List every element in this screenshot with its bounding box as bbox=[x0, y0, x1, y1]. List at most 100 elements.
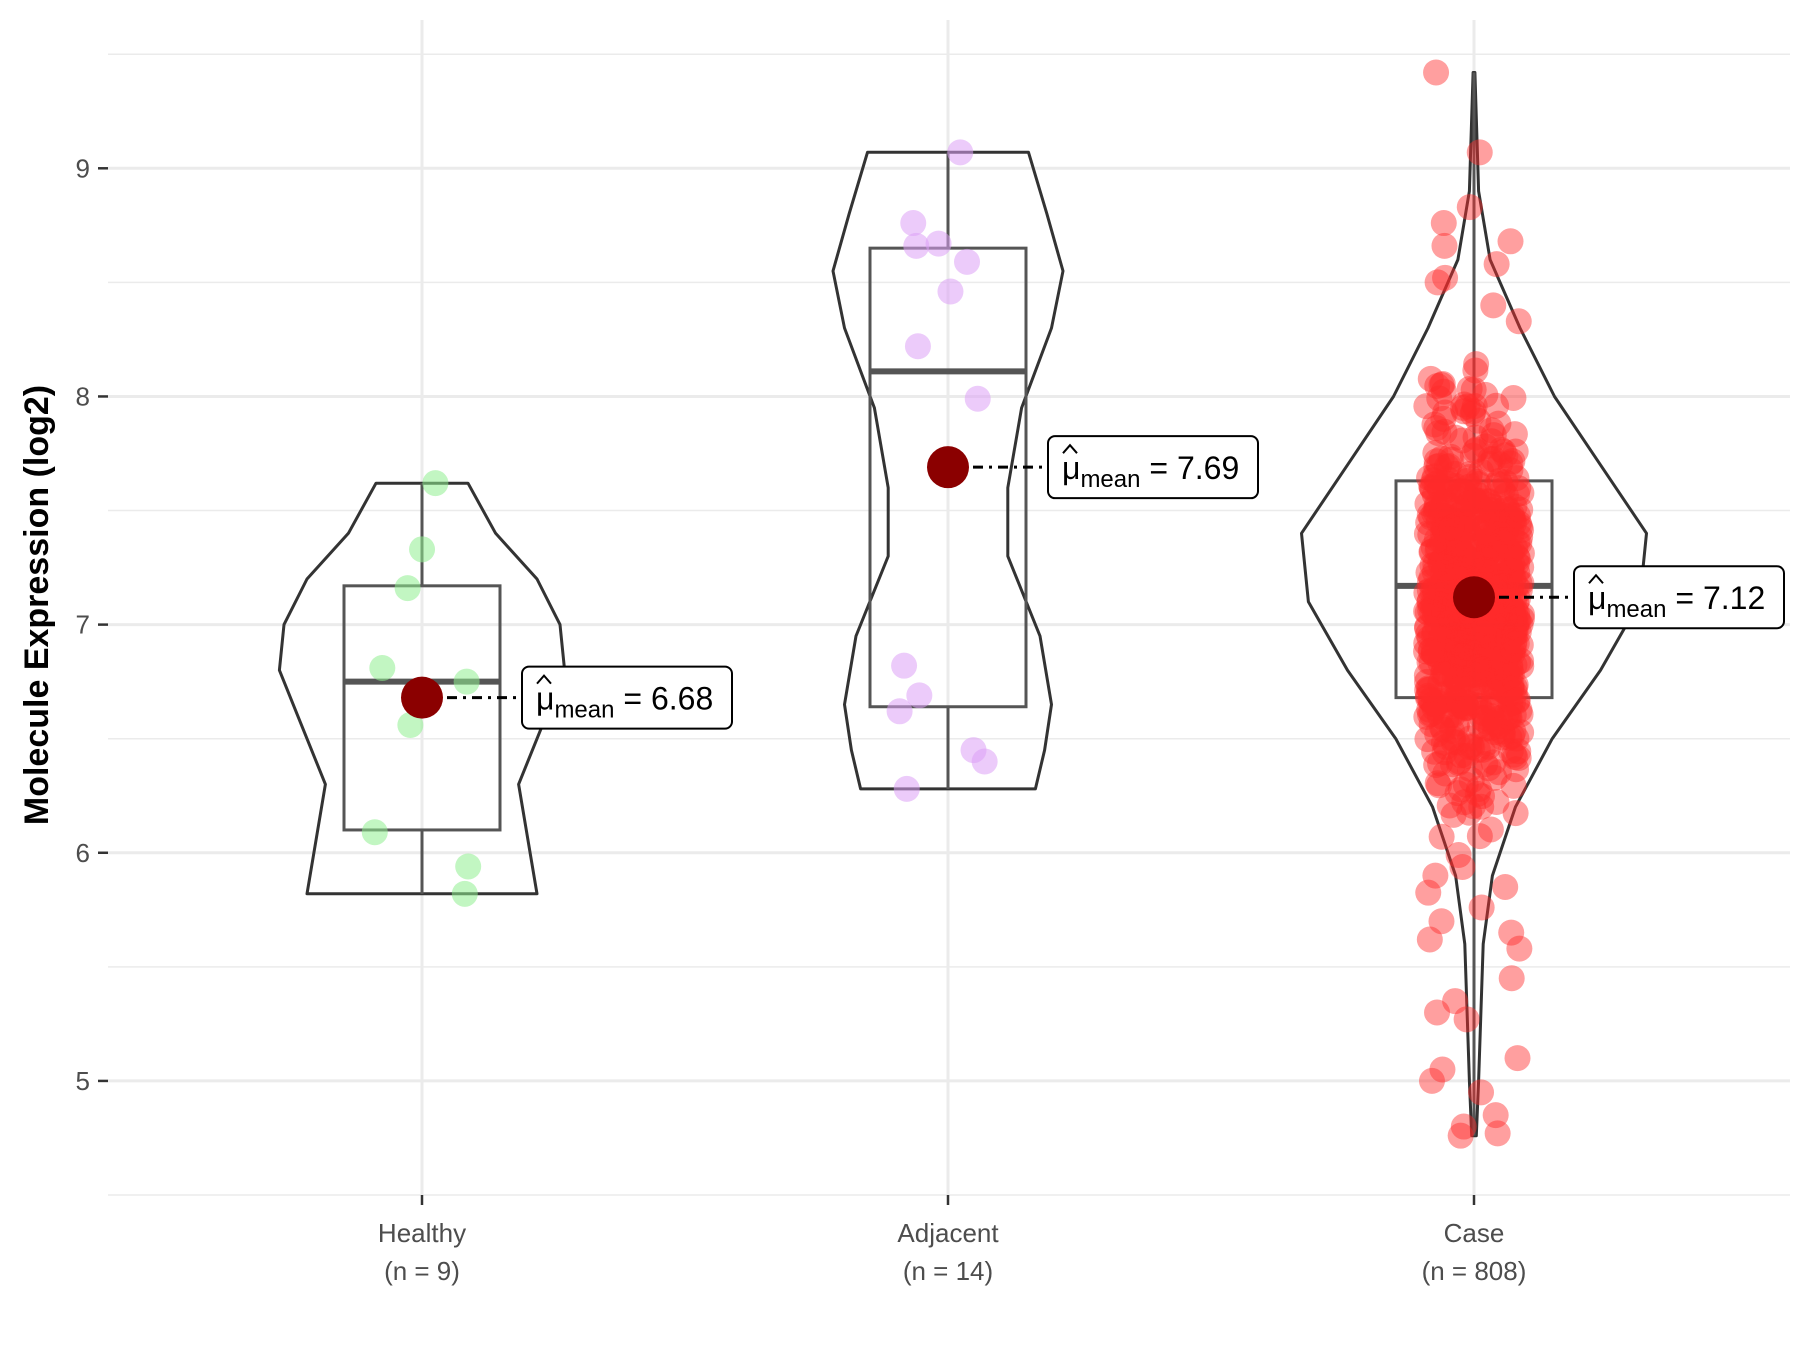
data-point bbox=[1462, 547, 1489, 574]
data-point bbox=[1460, 398, 1487, 425]
y-tick-label: 7 bbox=[76, 610, 90, 640]
data-point bbox=[1478, 496, 1505, 523]
data-point bbox=[1453, 639, 1480, 666]
data-point bbox=[1495, 703, 1522, 730]
data-point bbox=[1428, 582, 1455, 609]
data-point bbox=[1432, 760, 1459, 787]
data-point bbox=[1444, 665, 1471, 692]
data-point bbox=[1445, 619, 1472, 646]
data-point bbox=[1496, 704, 1523, 731]
data-point bbox=[1480, 445, 1507, 472]
data-point bbox=[1432, 592, 1459, 619]
data-point bbox=[1417, 597, 1444, 624]
data-point bbox=[1446, 748, 1473, 775]
data-point bbox=[1476, 622, 1503, 649]
data-point bbox=[1454, 695, 1481, 722]
data-point bbox=[1505, 738, 1532, 765]
data-point bbox=[1490, 509, 1517, 536]
data-point bbox=[1419, 599, 1446, 626]
data-point bbox=[1428, 547, 1455, 574]
data-point bbox=[1497, 606, 1524, 633]
data-point bbox=[1504, 502, 1531, 529]
data-point bbox=[1507, 701, 1534, 728]
data-point bbox=[1449, 394, 1476, 421]
data-point bbox=[1501, 421, 1528, 448]
data-point bbox=[1418, 473, 1445, 500]
data-point bbox=[1472, 491, 1499, 518]
data-point bbox=[1488, 528, 1515, 555]
data-point bbox=[1503, 611, 1530, 638]
data-point bbox=[1498, 613, 1525, 640]
data-point bbox=[1463, 626, 1490, 653]
data-point bbox=[1451, 640, 1478, 667]
data-point bbox=[1490, 662, 1517, 689]
data-point bbox=[1499, 448, 1526, 475]
data-point bbox=[1429, 574, 1456, 601]
data-point bbox=[1430, 729, 1457, 756]
data-point bbox=[1483, 789, 1510, 816]
data-point bbox=[1483, 532, 1510, 559]
mean-hat-mark bbox=[1062, 443, 1078, 454]
data-point bbox=[1450, 639, 1477, 666]
data-point bbox=[1437, 702, 1464, 729]
data-point bbox=[1450, 532, 1477, 559]
data-point bbox=[1498, 722, 1525, 749]
data-point bbox=[1443, 688, 1470, 715]
data-point bbox=[1416, 589, 1443, 616]
data-point bbox=[1413, 703, 1440, 730]
data-point bbox=[1499, 505, 1526, 532]
data-point bbox=[1430, 405, 1457, 432]
y-tick-label: 5 bbox=[76, 1066, 90, 1096]
data-point bbox=[1449, 509, 1476, 536]
data-point bbox=[1442, 685, 1469, 712]
data-point bbox=[1450, 1113, 1477, 1140]
data-point bbox=[1445, 629, 1472, 656]
violin-outline bbox=[831, 150, 1065, 791]
data-point bbox=[1415, 509, 1442, 536]
x-tick-label: Healthy bbox=[378, 1218, 466, 1248]
data-point bbox=[1429, 647, 1456, 674]
data-point bbox=[1493, 701, 1520, 728]
data-point bbox=[1431, 739, 1458, 766]
data-point bbox=[1498, 612, 1525, 639]
data-point bbox=[1504, 481, 1531, 508]
data-point bbox=[1440, 675, 1467, 702]
data-point bbox=[1456, 464, 1483, 491]
data-point bbox=[1438, 515, 1465, 542]
data-point bbox=[1492, 572, 1519, 599]
data-point bbox=[1416, 676, 1443, 703]
data-point bbox=[1492, 679, 1519, 706]
data-point bbox=[1431, 502, 1458, 529]
data-point bbox=[1451, 541, 1478, 568]
data-point bbox=[1424, 373, 1451, 400]
data-point bbox=[1451, 391, 1478, 418]
data-point bbox=[1424, 689, 1451, 716]
data-point bbox=[1413, 630, 1440, 657]
data-point bbox=[1469, 656, 1496, 683]
data-point bbox=[1456, 473, 1483, 500]
data-point bbox=[1493, 596, 1520, 623]
data-point bbox=[1437, 603, 1464, 630]
data-point bbox=[1495, 681, 1522, 708]
data-point bbox=[1446, 495, 1473, 522]
data-point bbox=[1415, 559, 1442, 586]
data-point bbox=[1478, 532, 1505, 559]
data-point bbox=[1422, 498, 1449, 525]
data-point bbox=[1450, 694, 1477, 721]
data-point bbox=[1426, 385, 1453, 412]
data-point bbox=[1417, 686, 1444, 713]
data-point bbox=[1460, 547, 1487, 574]
data-point bbox=[1436, 608, 1463, 635]
data-point bbox=[1504, 688, 1531, 715]
data-point bbox=[1448, 659, 1475, 686]
data-point bbox=[1435, 506, 1462, 533]
data-point bbox=[1501, 618, 1528, 645]
data-point bbox=[1504, 686, 1531, 713]
data-point bbox=[1415, 620, 1442, 647]
data-point bbox=[1496, 625, 1523, 652]
data-point bbox=[1491, 495, 1518, 522]
data-point bbox=[1502, 671, 1529, 698]
data-point bbox=[1460, 526, 1487, 553]
data-point bbox=[1505, 475, 1532, 502]
data-point bbox=[1470, 620, 1497, 647]
